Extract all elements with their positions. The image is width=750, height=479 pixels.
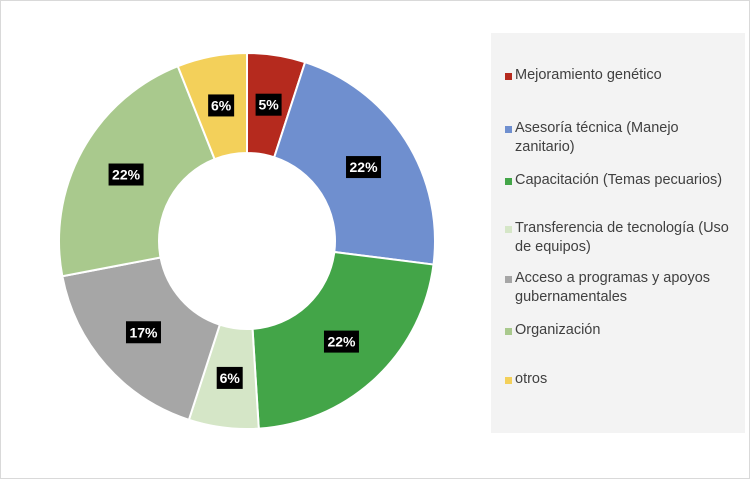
legend-swatch <box>505 276 512 283</box>
data-label: 6% <box>208 94 235 117</box>
legend-swatch <box>505 73 512 80</box>
donut-chart: 5% 22% 22% 6% 17% 22% 6% <box>58 51 436 430</box>
data-label-box <box>208 94 235 117</box>
data-label-text: 22% <box>112 167 141 183</box>
legend-swatch <box>505 178 512 185</box>
legend-label: Asesoría técnica (Manejo zanitario) <box>515 120 679 155</box>
legend-item-mejoramiento: Mejoramiento genético <box>505 66 741 85</box>
legend-item-otros: otros <box>505 370 741 389</box>
legend-item-acceso: Acceso a programas y apoyos gubernamenta… <box>505 269 741 307</box>
data-label-box <box>255 93 282 116</box>
data-label-text: 5% <box>258 97 279 113</box>
data-label: 22% <box>346 156 382 179</box>
data-label: 22% <box>323 330 359 353</box>
legend-swatch <box>505 226 512 233</box>
data-label-text: 6% <box>220 370 241 386</box>
legend-swatch <box>505 328 512 335</box>
legend-label: otros <box>515 371 548 387</box>
data-label: 5% <box>255 93 282 116</box>
data-label-box <box>108 163 144 186</box>
data-label-box <box>323 330 359 353</box>
legend-label: Mejoramiento genético <box>515 67 662 83</box>
legend-item-transferencia: Transferencia de tecnología (Uso de equi… <box>505 219 741 257</box>
legend-swatch <box>505 377 512 384</box>
data-label: 6% <box>216 366 243 389</box>
legend-item-capacitacion: Capacitación (Temas pecuarios) <box>505 171 741 190</box>
data-label-text: 22% <box>350 159 379 175</box>
data-label-box <box>216 366 243 389</box>
legend-label: Transferencia de tecnología (Uso de equi… <box>515 220 729 255</box>
legend-swatch <box>505 126 512 133</box>
legend-item-asesoria: Asesoría técnica (Manejo zanitario) <box>505 119 741 157</box>
legend-item-organizacion: Organización <box>505 321 741 340</box>
data-label-text: 6% <box>211 97 232 113</box>
data-label: 17% <box>125 321 161 344</box>
data-label-text: 17% <box>129 324 158 340</box>
chart-legend: Mejoramiento genético Asesoría técnica (… <box>491 33 745 433</box>
data-label-box <box>125 321 161 344</box>
data-label-text: 22% <box>327 334 356 350</box>
legend-label: Capacitación (Temas pecuarios) <box>515 172 723 188</box>
data-label: 22% <box>108 163 144 186</box>
legend-label: Acceso a programas y apoyos gubernamenta… <box>515 270 711 305</box>
data-label-box <box>346 156 382 179</box>
legend-label: Organización <box>515 322 601 338</box>
